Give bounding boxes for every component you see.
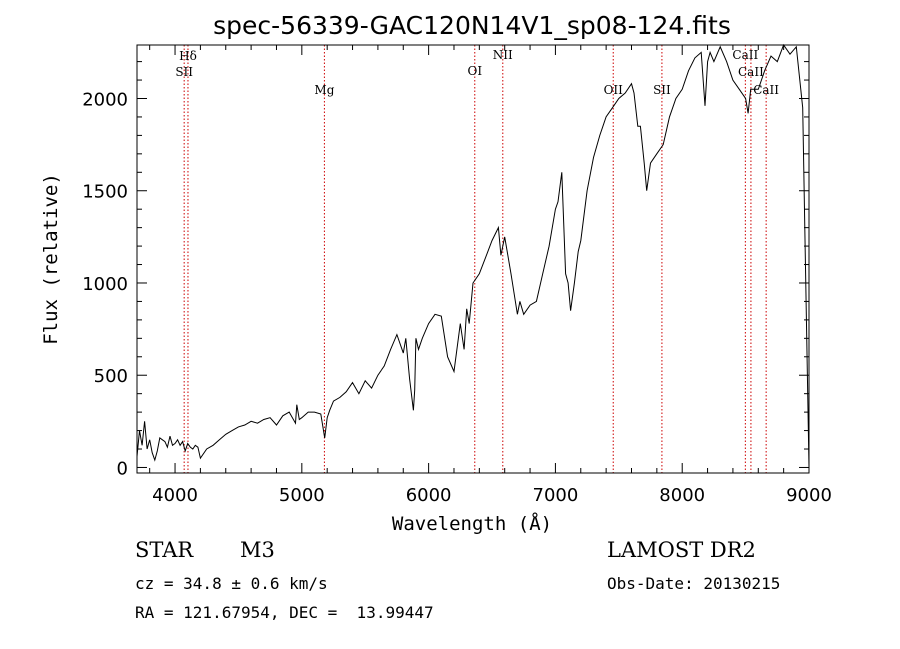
marker-label: Mg: [314, 83, 334, 97]
x-tick-label: 8000: [659, 485, 705, 506]
y-tick-label: 500: [94, 366, 128, 387]
object-subclass: M3: [240, 538, 275, 562]
marker-label: SII: [175, 65, 193, 79]
y-tick-label: 1500: [82, 182, 128, 203]
marker-label: CaII: [738, 65, 764, 79]
x-tick-label: 4000: [152, 485, 198, 506]
x-tick-label: 6000: [406, 485, 452, 506]
x-axis-label: Wavelength (Å): [392, 512, 552, 535]
survey-name: LAMOST DR2: [607, 538, 756, 562]
y-axis-ticks: 0 500 1000 1500 2000: [82, 61, 809, 479]
coordinates: RA = 121.67954, DEC = 13.99447: [135, 603, 434, 622]
marker-label: OI: [467, 64, 482, 78]
y-axis-label: Flux (relative): [40, 173, 62, 345]
redshift-value: cz = 34.8 ± 0.6 km/s: [135, 574, 328, 593]
marker-label: Hδ: [179, 49, 197, 63]
chart-title: spec-56339-GAC120N14V1_sp08-124.fits: [213, 11, 731, 40]
observation-date: Obs-Date: 20130215: [607, 574, 781, 593]
spectrum-line: [136, 43, 810, 468]
marker-label: CaII: [753, 83, 779, 97]
x-tick-label: 9000: [786, 485, 832, 506]
plot-frame: [136, 44, 810, 474]
x-tick-label: 5000: [279, 485, 325, 506]
spectral-line-labels: Hδ SII Mg OI NII OII SII CaII CaII CaII: [175, 48, 779, 97]
spectral-line-markers: [183, 45, 767, 473]
y-tick-label: 2000: [82, 90, 128, 111]
x-axis-ticks: 4000 5000 6000 7000 8000 9000: [149, 45, 832, 506]
marker-label: OII: [604, 83, 624, 97]
marker-label: CaII: [732, 48, 758, 62]
y-tick-label: 1000: [82, 274, 128, 295]
marker-label: SII: [653, 83, 671, 97]
marker-label: NII: [493, 48, 513, 62]
object-class: STAR: [135, 538, 194, 562]
y-tick-label: 0: [117, 458, 128, 479]
x-tick-label: 7000: [533, 485, 579, 506]
